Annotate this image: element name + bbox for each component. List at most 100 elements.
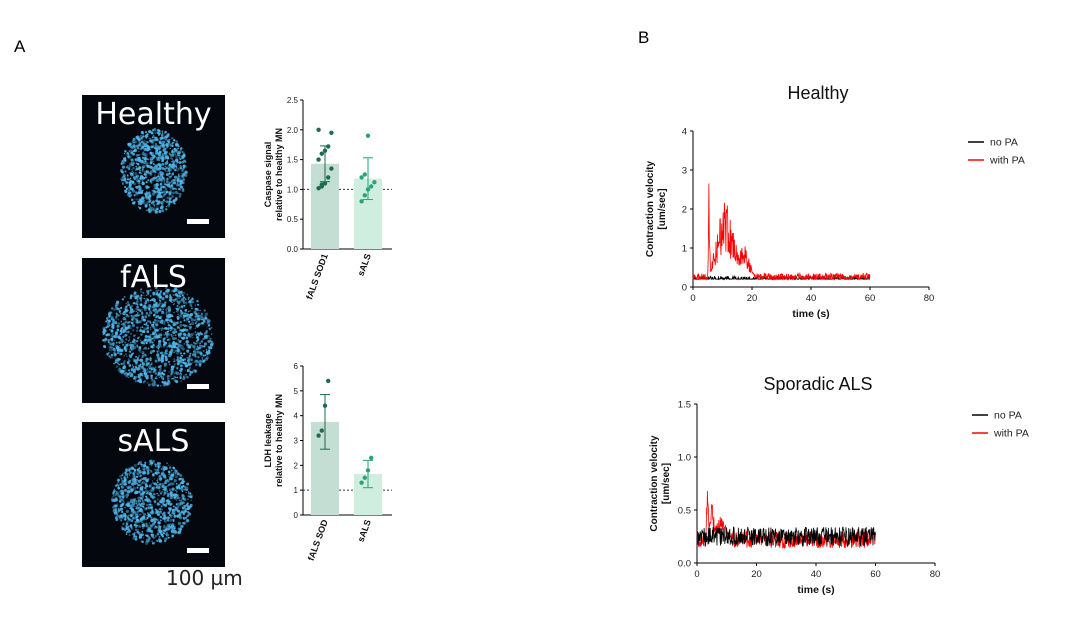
cell-speck <box>181 189 185 192</box>
cell-speck <box>132 370 135 373</box>
cell-speck <box>153 339 156 342</box>
cell-speck <box>135 307 137 310</box>
cell-speck <box>202 338 204 340</box>
cell-speck <box>136 321 140 324</box>
cell-speck <box>169 155 172 158</box>
cell-speck <box>160 133 164 137</box>
cell-speck <box>128 376 130 379</box>
cell-speck <box>165 188 168 190</box>
cell-speck <box>172 186 174 188</box>
cell-speck <box>180 305 184 309</box>
cell-speck <box>173 178 177 182</box>
cell-speck <box>161 157 164 161</box>
cell-speck <box>165 173 169 177</box>
cell-speck <box>178 195 182 198</box>
cell-speck <box>161 327 164 330</box>
cell-speck <box>113 339 116 341</box>
cell-speck <box>108 314 111 318</box>
cell-speck <box>157 187 159 189</box>
cell-speck <box>171 301 173 303</box>
cell-speck <box>177 151 180 155</box>
series-no-pa <box>696 526 876 548</box>
cell-speck <box>165 352 168 355</box>
cell-speck <box>165 200 169 204</box>
cell-speck <box>173 151 176 153</box>
cell-speck <box>140 134 142 137</box>
cell-speck <box>145 185 148 188</box>
cell-speck <box>163 180 165 183</box>
cell-speck <box>128 364 132 367</box>
cell-speck <box>160 173 164 177</box>
cell-speck <box>184 301 188 305</box>
cell-speck <box>172 192 174 194</box>
cell-speck <box>166 171 169 173</box>
cell-speck <box>139 377 141 379</box>
cell-speck <box>189 352 192 355</box>
cell-speck <box>161 143 165 147</box>
cell-speck <box>177 147 180 150</box>
cell-speck <box>181 312 183 314</box>
cell-speck <box>152 170 155 173</box>
cell-speck <box>187 296 190 299</box>
cell-speck <box>185 375 187 378</box>
bar-chart-caspase: 0.0 0.5 1.0 1.5 2.0 2.5 Caspase signal relative… <box>263 96 392 301</box>
cell-speck <box>128 350 130 353</box>
cell-speck <box>144 154 147 156</box>
cell-speck <box>134 191 137 194</box>
category-label: fALS SOD <box>306 518 330 562</box>
cell-speck <box>174 191 178 194</box>
cell-speck <box>155 208 158 211</box>
legend-label: with PA <box>989 155 1025 167</box>
cell-speck <box>155 375 158 378</box>
cell-speck <box>147 347 150 350</box>
cell-speck <box>142 189 144 191</box>
cell-speck <box>125 170 127 172</box>
data-point <box>362 475 367 480</box>
cell-speck <box>135 339 139 343</box>
cell-speck <box>198 312 200 314</box>
cell-speck <box>144 334 148 338</box>
cell-speck <box>210 326 213 329</box>
cell-speck <box>175 140 178 143</box>
cell-speck <box>150 363 153 366</box>
cell-speck <box>141 175 144 178</box>
cell-speck <box>180 172 182 175</box>
cell-speck <box>148 208 151 211</box>
cell-speck <box>155 289 159 293</box>
cell-speck <box>147 170 150 173</box>
cell-speck <box>146 203 148 205</box>
cell-speck <box>173 202 176 205</box>
cell-speck <box>168 138 171 141</box>
y-tick-label: 4 <box>682 127 687 138</box>
cell-speck <box>120 363 123 365</box>
cell-speck <box>159 168 162 171</box>
cell-speck <box>144 204 148 208</box>
cell-speck <box>134 175 138 178</box>
cell-speck <box>145 137 147 139</box>
cell-speck <box>175 371 180 375</box>
cell-speck <box>175 297 178 301</box>
cell-speck <box>123 152 126 155</box>
cell-speck <box>154 136 158 140</box>
cell-speck <box>168 363 171 366</box>
cell-speck <box>165 141 168 143</box>
cell-speck <box>139 199 143 203</box>
cell-speck <box>135 310 138 313</box>
cell-speck <box>145 153 148 155</box>
cell-speck <box>129 177 132 180</box>
cell-speck <box>183 164 185 167</box>
cell-speck <box>158 153 160 156</box>
cell-speck <box>110 353 114 357</box>
cell-speck <box>146 181 148 183</box>
micrograph-label-healthy: Healthy <box>95 97 212 132</box>
cell-speck <box>124 189 128 193</box>
cell-speck <box>163 148 166 151</box>
cell-speck <box>170 157 173 159</box>
cell-speck <box>141 146 144 150</box>
cell-speck <box>141 140 144 143</box>
cell-speck <box>137 182 139 184</box>
cell-speck <box>139 207 142 210</box>
cell-speck <box>145 162 149 166</box>
cell-speck <box>128 186 131 189</box>
cell-speck <box>136 167 139 171</box>
